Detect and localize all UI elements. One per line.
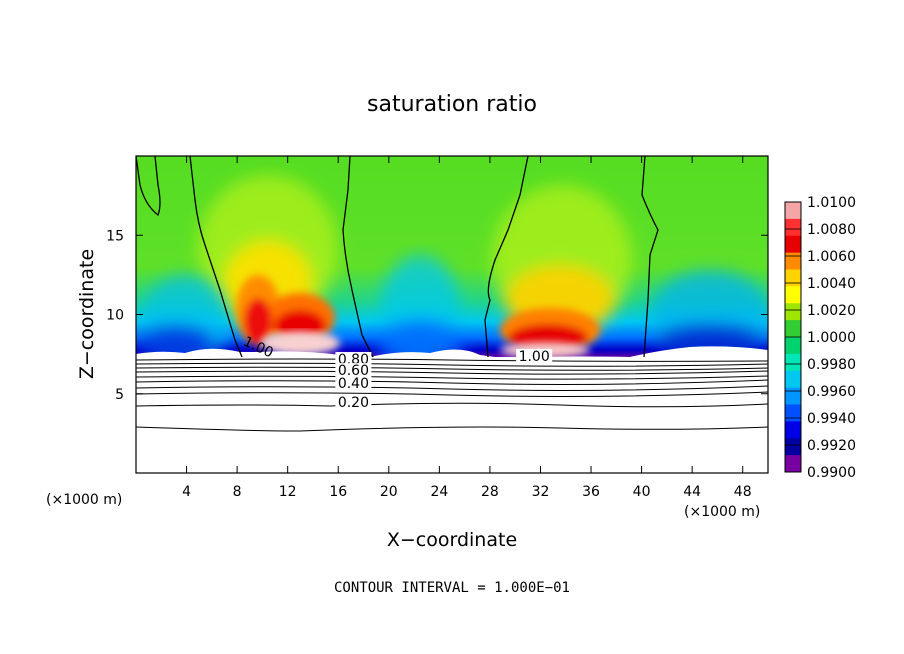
contour-label-bg: [516, 348, 553, 362]
x-tick-label: 36: [582, 484, 600, 500]
chart-title: saturation ratio: [367, 92, 537, 117]
contour-label-bg: [335, 375, 372, 389]
contour-label-bg: [335, 352, 372, 366]
colorbar-swatch: [785, 269, 801, 287]
colorbar-swatch: [785, 202, 801, 220]
colorbar-swatch: [785, 421, 801, 439]
x-tick-label: 8: [233, 484, 242, 500]
colorbar-swatch: [785, 320, 801, 338]
contour-label: 0.40: [338, 376, 369, 392]
x-tick-label: 20: [380, 484, 398, 500]
x-tick-label: 44: [683, 484, 701, 500]
colorbar-swatch: [785, 438, 801, 456]
colorbar-label: 0.9940: [807, 411, 856, 427]
colorbar-swatch: [785, 337, 801, 355]
contour-label: 0.60: [338, 363, 369, 379]
x-unit-right: (×1000 m): [684, 504, 760, 520]
x-tick-label: 16: [329, 484, 347, 500]
colorbar-label: 1.0000: [807, 330, 856, 346]
colorbar-swatch: [785, 303, 801, 321]
x-unit-left: (×1000 m): [46, 492, 122, 508]
x-tick-label: 12: [279, 484, 297, 500]
contour-label-bg: [335, 394, 372, 408]
contour-interval-note: CONTOUR INTERVAL = 1.000E−01: [334, 580, 570, 596]
colorbar: 1.0100 1.0080 1.0060 1.0040 1.0020 1.0000 0.99…: [784, 195, 856, 481]
y-tick-label: 10: [106, 308, 124, 324]
colorbar-label: 1.0040: [807, 276, 856, 292]
colorbar-label: 1.0060: [807, 249, 856, 265]
colorbar-label: 0.9980: [807, 357, 856, 373]
contour-label: 0.20: [338, 395, 369, 411]
x-tick-label: 40: [633, 484, 651, 500]
y-tick-label: 15: [106, 228, 124, 244]
colorbar-label: 0.9900: [807, 465, 856, 481]
colorbar-swatch: [785, 235, 801, 254]
contour-label: 1.00: [519, 349, 550, 365]
colorbar-label: 1.0100: [807, 195, 856, 211]
colorbar-swatch: [785, 353, 801, 372]
colorbar-swatch: [785, 370, 801, 389]
x-tick-label: 4: [182, 484, 191, 500]
lower-contours: [136, 358, 768, 473]
colorbar-swatch: [785, 286, 801, 304]
x-axis-label: X−coordinate: [387, 529, 517, 551]
saturation-field: [136, 156, 768, 358]
x-tick-label: 28: [481, 484, 499, 500]
x-tick-label: 24: [430, 484, 448, 500]
contour-label-bg: [335, 363, 372, 377]
colorbar-label: 1.0080: [807, 222, 856, 238]
colorbar-swatch: [785, 252, 801, 270]
y-axis-label: Z−coordinate: [76, 249, 98, 379]
colorbar-label: 0.9960: [807, 384, 856, 400]
y-tick-label: 5: [115, 387, 124, 403]
x-tick-label: 48: [734, 484, 752, 500]
colorbar-label: 0.9920: [807, 438, 856, 454]
contour-labels: 1.00 1.000.800.600.400.20: [241, 334, 553, 411]
colorbar-swatch: [785, 404, 801, 422]
x-tick-label: 32: [532, 484, 550, 500]
colorbar-swatch: [785, 455, 801, 473]
colorbar-label: 1.0020: [807, 303, 856, 319]
colorbar-swatch: [785, 218, 801, 237]
colorbar-swatch: [785, 387, 801, 405]
